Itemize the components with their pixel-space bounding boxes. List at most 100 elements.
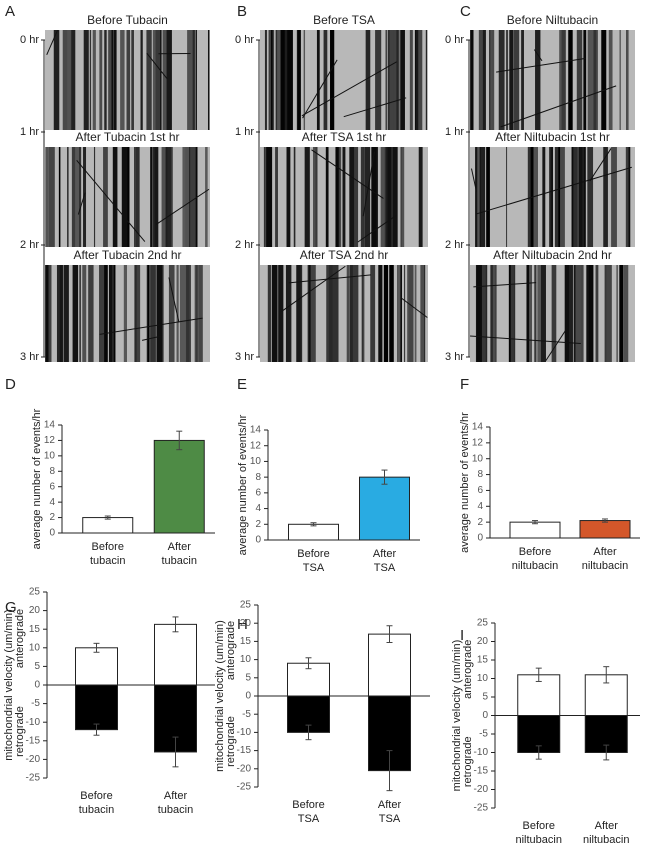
y-tick-label: -10 bbox=[474, 747, 489, 758]
time-label: 0 hr bbox=[445, 34, 464, 46]
x-tick-label-line: niltubacin bbox=[583, 834, 629, 846]
time-label: 1 hr bbox=[20, 126, 39, 138]
kymograph-stripe bbox=[476, 265, 482, 362]
kymograph-stripe bbox=[58, 147, 61, 247]
kymograph-stripe bbox=[587, 147, 594, 247]
y-tick-label: 12 bbox=[472, 437, 484, 448]
kymograph-track bbox=[311, 149, 384, 199]
kymograph-stripe bbox=[112, 265, 116, 362]
kymograph-stripe bbox=[168, 265, 175, 362]
x-tick-label-line: TSA bbox=[374, 562, 396, 574]
kymograph-title: After Niltubacin 1st hr bbox=[495, 130, 610, 144]
kymograph-stripe bbox=[352, 265, 359, 362]
x-tick-label-line: niltubacin bbox=[582, 560, 628, 572]
kymograph-stripe bbox=[194, 265, 197, 362]
time-label: 1 hr bbox=[235, 126, 254, 138]
kymograph-stripe bbox=[418, 147, 423, 247]
x-tick-label-line: niltubacin bbox=[512, 560, 558, 572]
kymograph-stripe bbox=[625, 147, 629, 247]
y-tick-label: 12 bbox=[250, 440, 262, 451]
kymograph-stripe bbox=[365, 30, 371, 130]
kymograph-stripe bbox=[111, 265, 114, 362]
time-label: 2 hr bbox=[445, 239, 464, 251]
y-tick-label: 20 bbox=[477, 636, 489, 647]
kymograph-track bbox=[343, 97, 407, 118]
kymograph-title: After TSA 2nd hr bbox=[300, 248, 389, 262]
kymograph-stripe bbox=[482, 30, 486, 130]
kymograph-stripe bbox=[583, 30, 587, 130]
series-label: retrograde bbox=[14, 706, 26, 757]
kymograph-stripe bbox=[542, 147, 546, 247]
bar bbox=[359, 476, 410, 541]
kymograph-stripe bbox=[304, 147, 310, 247]
kymograph-stripe bbox=[513, 30, 520, 130]
y-tick-label: -20 bbox=[474, 784, 489, 795]
y-tick-label: -15 bbox=[237, 745, 252, 756]
kymograph-track bbox=[301, 61, 397, 117]
kymograph-stripe bbox=[136, 265, 141, 362]
kymograph-track bbox=[146, 52, 168, 80]
kymograph-stripe bbox=[626, 30, 628, 130]
kymograph-stripe bbox=[508, 265, 515, 362]
x-tick-label: After tubacin bbox=[158, 790, 193, 816]
kymograph-track bbox=[470, 168, 477, 192]
x-tick-label-line: Before bbox=[92, 541, 124, 553]
kymograph-stripe bbox=[562, 30, 566, 130]
y-tick-label: 10 bbox=[250, 456, 262, 467]
x-tick-label-line: Before bbox=[292, 799, 324, 811]
y-tick-label: 10 bbox=[29, 642, 41, 653]
y-tick-label: 0 bbox=[245, 691, 251, 702]
y-tick-label: 14 bbox=[44, 420, 56, 431]
kymograph-stripe bbox=[346, 265, 350, 362]
kymograph-stripe bbox=[380, 147, 385, 247]
x-tick-label: After TSA bbox=[378, 799, 402, 825]
kymograph-title: After Tubacin 1st hr bbox=[75, 130, 179, 144]
kymograph-stripe bbox=[330, 30, 335, 130]
y-tick-label: 0 bbox=[34, 680, 40, 691]
kymograph-stripe bbox=[401, 147, 405, 247]
kymograph-track bbox=[141, 335, 162, 341]
kymograph-stripe bbox=[300, 265, 303, 362]
kymograph-stripe bbox=[481, 265, 487, 362]
kymograph-stripe bbox=[72, 265, 79, 362]
kymograph-track bbox=[281, 265, 346, 312]
kymograph bbox=[470, 30, 635, 130]
kymograph-title: Before Tubacin bbox=[87, 13, 168, 27]
kymograph-track bbox=[589, 148, 612, 182]
x-tick-label-line: Before bbox=[523, 820, 555, 832]
x-tick-label-line: niltubacin bbox=[516, 834, 562, 846]
kymograph-stripe bbox=[499, 30, 505, 130]
kymograph-stripe bbox=[101, 265, 108, 362]
kymograph-stripe bbox=[188, 265, 191, 362]
y-tick-label: -25 bbox=[237, 782, 252, 793]
kymograph-stripe bbox=[470, 30, 474, 130]
kymograph-stripe bbox=[154, 147, 159, 247]
kymograph-stripe bbox=[296, 265, 301, 362]
kymograph-stripe bbox=[508, 265, 511, 362]
kymograph-stripe bbox=[395, 30, 399, 130]
kymograph-title: Before TSA bbox=[313, 13, 375, 27]
x-tick-label-line: TSA bbox=[379, 813, 401, 825]
x-tick-label: Before tubacin bbox=[79, 790, 114, 816]
kymograph-stripe bbox=[275, 147, 278, 247]
y-tick-label: 0 bbox=[477, 533, 483, 544]
kymograph-stripe bbox=[63, 265, 69, 362]
kymograph-stripe bbox=[150, 147, 153, 247]
y-tick-label: 4 bbox=[49, 497, 55, 508]
kymograph-stripe bbox=[383, 147, 388, 247]
y-tick-label: 2 bbox=[49, 512, 55, 523]
kymograph-stripe bbox=[588, 265, 594, 362]
kymograph-stripe bbox=[82, 265, 87, 362]
y-tick-label: 0 bbox=[482, 710, 488, 721]
series-label: retrograde bbox=[462, 736, 474, 787]
y-tick-label: 25 bbox=[29, 587, 41, 598]
panel-letter: D bbox=[5, 376, 16, 393]
kymograph-stripe bbox=[62, 30, 69, 130]
kymograph-stripe bbox=[534, 265, 537, 362]
x-tick-label-line: tubacin bbox=[162, 555, 197, 567]
time-label: 0 hr bbox=[235, 34, 254, 46]
kymograph-stripe bbox=[529, 265, 532, 362]
x-tick-label: Before niltubacin bbox=[512, 546, 558, 572]
kymograph-stripe bbox=[88, 265, 94, 362]
kymograph-stripe bbox=[515, 30, 517, 130]
